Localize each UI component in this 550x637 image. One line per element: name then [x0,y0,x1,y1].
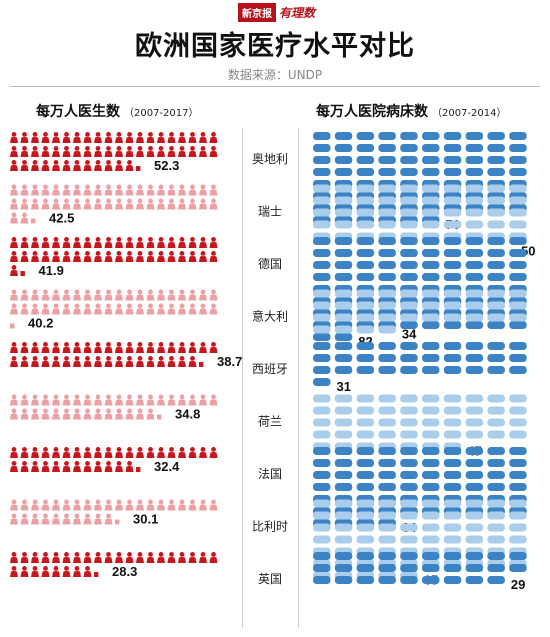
doctor-value-label-6: 32.4 [154,459,180,474]
country-label-6: 法国 [258,467,282,481]
logo-brand: 新京报 [238,2,276,22]
doctor-bar-2 [10,237,218,276]
left-panel-years: （2007-2017） [124,108,199,119]
doctor-value-label-0: 52.3 [154,158,179,173]
doctor-value-label-7: 30.1 [133,512,158,527]
right-divider [298,128,299,628]
doctor-bar-0 [10,132,218,171]
right-panel-title: 每万人医院病床数 （2007-2014） [316,101,507,121]
doctor-value-label-5: 34.8 [175,407,200,422]
country-label-2: 德国 [258,256,282,271]
doctor-value-label-4: 38.7 [217,354,242,369]
doctor-value-label-3: 40.2 [28,316,53,331]
right-panel-years: （2007-2014） [432,108,507,119]
bed-value-label-8: 29 [511,577,525,592]
page-title: 欧洲国家医疗水平对比 [135,31,415,62]
header-divider [10,86,540,87]
doctor-bar-6 [10,447,218,472]
doctor-bar-7 [10,499,218,525]
left-panel-title: 每万人医生数 （2007-2017） [36,101,199,121]
right-panel-title-text: 每万人医院病床数 [316,104,428,120]
data-source: 数据来源：UNDP [227,68,323,82]
country-label-7: 比利时 [252,520,288,534]
doctor-bar-5 [10,394,218,420]
country-label-3: 意大利 [252,309,288,324]
doctor-bar-8 [10,552,218,577]
country-label-8: 英国 [258,572,282,586]
doctor-value-label-1: 42.5 [49,211,74,226]
bed-bar-2 [313,237,527,341]
country-label-1: 瑞士 [258,205,282,219]
doctor-bar-4 [10,342,218,367]
bed-bar-4 [313,342,527,386]
doctor-bar-3 [10,289,218,329]
country-label-5: 荷兰 [258,415,282,429]
logo: 新京报 有理数 [238,2,316,22]
doctor-bar-1 [10,184,218,224]
doctor-value-label-2: 41.9 [39,263,64,278]
logo-sub: 有理数 [279,5,316,20]
bed-bar-8 [313,552,527,584]
left-divider [242,128,243,628]
country-label-4: 西班牙 [252,362,288,376]
doctor-value-label-8: 28.3 [112,564,137,579]
bed-value-label-3: 34 [402,327,417,342]
bed-bar-3 [313,289,527,334]
bed-bar-5 [313,394,527,451]
left-panel-title-text: 每万人医生数 [36,104,120,120]
bed-value-label-4: 31 [337,379,351,394]
country-label-0: 奥地利 [252,152,288,166]
